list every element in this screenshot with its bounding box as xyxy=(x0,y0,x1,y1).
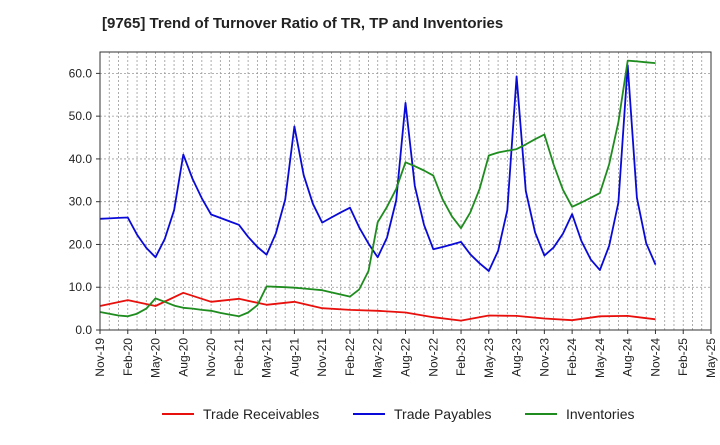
x-tick-label: Feb-23 xyxy=(454,338,468,376)
x-tick-label: Nov-23 xyxy=(537,338,551,377)
grid xyxy=(99,52,712,331)
legend-label-inventories: Inventories xyxy=(566,406,634,422)
x-tick-label: Aug-21 xyxy=(287,338,301,377)
series-line-trade-payables xyxy=(99,64,657,272)
x-tick-label: May-24 xyxy=(593,338,607,378)
x-tick-label: Aug-20 xyxy=(176,338,190,377)
y-tick-label: 0.0 xyxy=(75,323,92,337)
legend-label-trade-receivables: Trade Receivables xyxy=(203,406,319,422)
y-axis: 0.0 10.0 20.0 30.0 40.0 50.0 60.0 xyxy=(69,66,100,337)
x-tick-label: May-25 xyxy=(704,338,718,378)
x-tick-label: Nov-24 xyxy=(648,338,662,377)
x-tick-label: Aug-24 xyxy=(621,338,635,377)
y-tick-label: 50.0 xyxy=(69,109,93,123)
x-tick-label: Nov-21 xyxy=(315,338,329,377)
y-tick-label: 40.0 xyxy=(69,152,93,166)
chart-title: [9765] Trend of Turnover Ratio of TR, TP… xyxy=(102,15,504,32)
x-tick-label: Feb-24 xyxy=(565,338,579,376)
x-tick-label: May-22 xyxy=(371,338,385,378)
x-tick-label: Aug-22 xyxy=(399,338,413,377)
x-tick-label: Feb-20 xyxy=(121,338,135,376)
x-tick-label: Nov-20 xyxy=(204,338,218,377)
x-tick-label: Nov-19 xyxy=(93,338,107,377)
y-tick-label: 20.0 xyxy=(69,237,93,251)
x-tick-label: May-21 xyxy=(260,338,274,378)
legend-label-trade-payables: Trade Payables xyxy=(394,406,492,422)
legend: Trade Receivables Trade Payables Inventori… xyxy=(162,406,634,422)
x-tick-label: Feb-25 xyxy=(676,338,690,376)
x-tick-label: May-20 xyxy=(149,338,163,378)
y-tick-label: 10.0 xyxy=(69,280,93,294)
x-tick-label: Feb-22 xyxy=(343,338,357,376)
series-line-trade-receivables xyxy=(99,291,656,322)
series-line-inventories xyxy=(99,59,656,318)
x-tick-label: Feb-21 xyxy=(232,338,246,376)
y-tick-label: 30.0 xyxy=(69,195,93,209)
y-tick-label: 60.0 xyxy=(69,66,93,80)
x-tick-label: Nov-22 xyxy=(426,338,440,377)
x-tick-label: May-23 xyxy=(482,338,496,378)
x-axis: Nov-19 Feb-20 May-20 Aug-20 Nov-20 Feb-21 May-… xyxy=(93,330,718,378)
x-tick-label: Aug-23 xyxy=(510,338,524,377)
series-lines xyxy=(99,59,657,322)
